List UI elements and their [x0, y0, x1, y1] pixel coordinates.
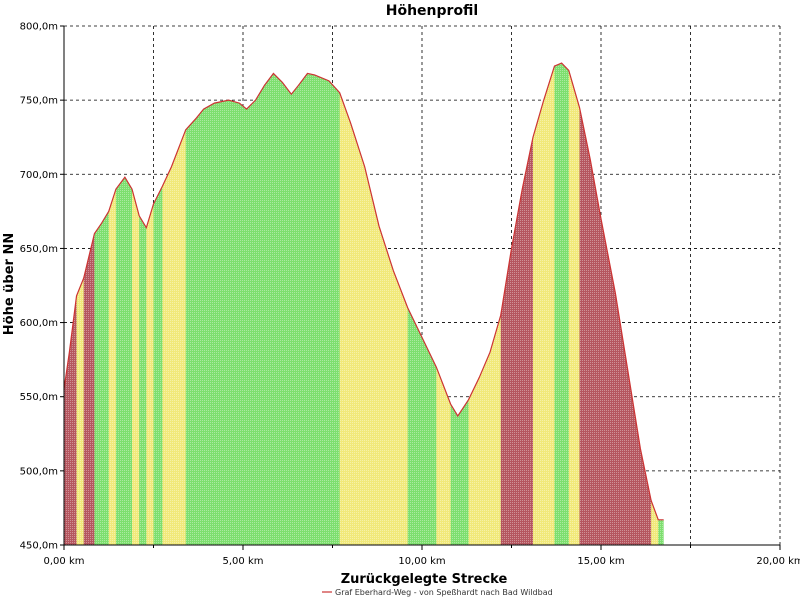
x-tick-label: 15,00 km	[577, 556, 624, 567]
slope-band	[658, 63, 664, 545]
y-tick-label: 450,0m	[20, 541, 58, 552]
tick-labels: 0,00 km 5,00 km 10,00 km 15,00 km 20,00 km 45…	[20, 22, 800, 568]
y-tick-label: 750,0m	[20, 96, 58, 107]
y-tick-label: 650,0m	[20, 244, 58, 255]
y-tick-label: 500,0m	[20, 466, 58, 477]
elevation-line	[63, 62, 664, 521]
y-axis-title: Höhe über NN	[2, 233, 17, 335]
legend-item: Graf Eberhard-Weg - von Speßhardt nach B…	[335, 588, 553, 597]
x-tick-label: 10,00 km	[398, 556, 445, 567]
y-tick-label: 800,0m	[20, 22, 58, 33]
legend: Graf Eberhard-Weg - von Speßhardt nach B…	[322, 588, 553, 597]
y-tick-label: 700,0m	[20, 170, 58, 181]
x-tick-label: 0,00 km	[44, 556, 85, 567]
y-tick-label: 600,0m	[20, 318, 58, 329]
slope-band	[651, 63, 659, 545]
y-tick-label: 550,0m	[20, 392, 58, 403]
x-tick-label: 5,00 km	[223, 556, 264, 567]
x-tick-label: 20,00 km	[756, 556, 800, 567]
chart-title: Höhenprofil	[386, 3, 478, 19]
x-axis-title: Zurückgelegte Strecke	[341, 572, 508, 587]
axis-layer	[60, 25, 781, 550]
